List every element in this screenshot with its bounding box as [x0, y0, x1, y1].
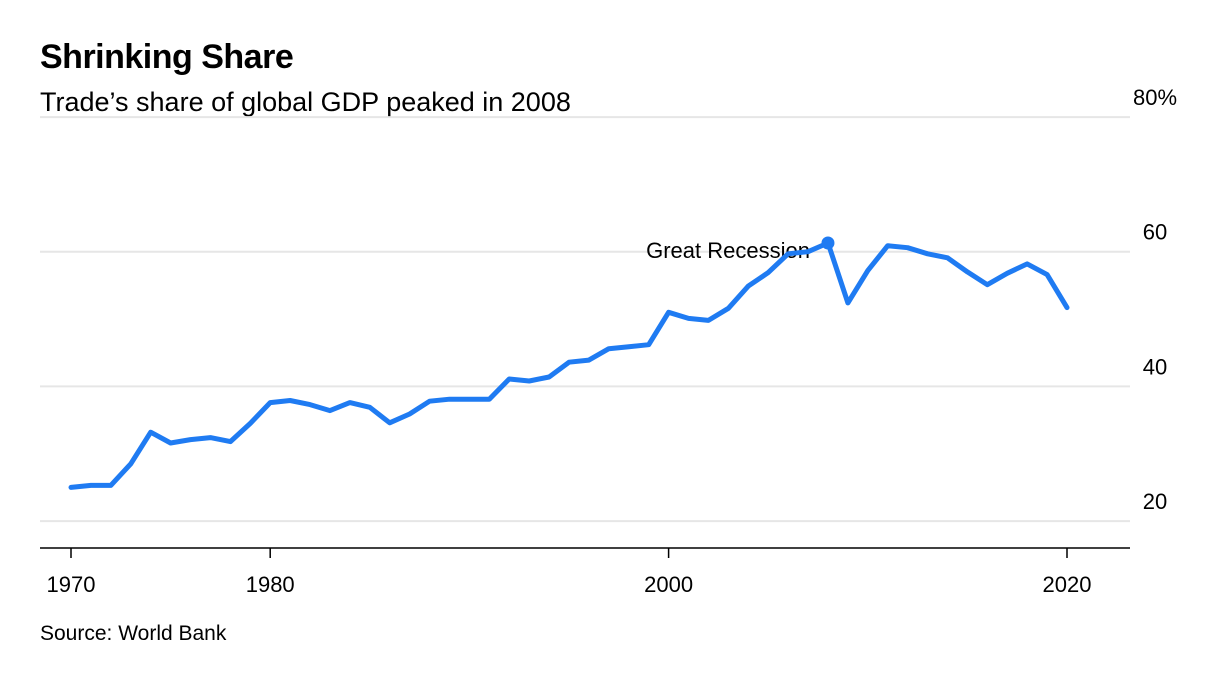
x-axis-labels: 1970 1980 2000 2020	[47, 572, 1092, 597]
x-tick-label: 1970	[47, 572, 96, 597]
x-tick-label: 2020	[1043, 572, 1092, 597]
source-note: Source: World Bank	[40, 622, 227, 645]
annotation-point-marker	[821, 236, 835, 250]
series-layer	[68, 236, 1070, 490]
chart-title: Shrinking Share	[40, 38, 294, 76]
y-tick-label: 40	[1143, 354, 1167, 379]
series-line-trade-share	[68, 240, 1070, 490]
y-tick-label: 20	[1143, 489, 1167, 514]
chart-subtitle: Trade’s share of global GDP peaked in 20…	[40, 87, 571, 117]
y-tick-label: 80%	[1133, 85, 1177, 110]
y-tick-label: 60	[1143, 220, 1167, 245]
x-axis	[40, 547, 1130, 558]
x-tick-label: 2000	[644, 572, 693, 597]
gridlines	[40, 116, 1130, 523]
y-axis-labels: 20 40 60 80%	[1133, 85, 1177, 514]
x-tick-label: 1980	[246, 572, 295, 597]
